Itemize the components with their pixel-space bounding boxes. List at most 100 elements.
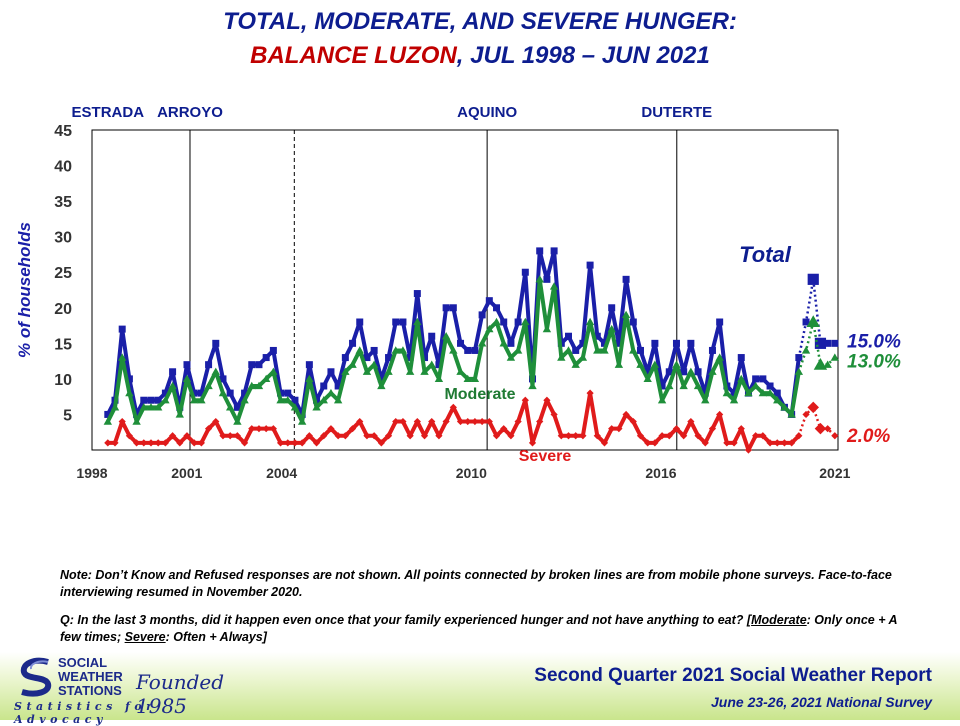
data-point-moderate (369, 360, 379, 368)
data-point-total (636, 346, 644, 354)
end-value-severe: 2.0% (846, 426, 890, 447)
data-point-moderate (118, 353, 127, 361)
data-point-severe (550, 410, 558, 419)
data-point-moderate (549, 282, 559, 290)
data-point-total (327, 368, 335, 376)
data-point-severe (456, 417, 465, 426)
data-point-moderate (384, 367, 393, 375)
data-point-moderate (132, 417, 141, 425)
end-value-moderate: 13.0% (847, 352, 901, 373)
hunger-line-chart: 5 10 15 20 25 30 35 40 45 % of households 1998 2001… (15, 104, 901, 481)
data-point-total (694, 368, 702, 376)
data-point-moderate (744, 388, 753, 397)
series-line-total-mobile (797, 279, 835, 358)
data-point-moderate (348, 360, 357, 368)
data-point-severe (464, 417, 472, 426)
data-point-moderate (254, 381, 264, 390)
data-point-moderate (513, 346, 523, 354)
data-point-severe (608, 425, 616, 433)
data-point-moderate (449, 346, 458, 354)
data-point-moderate (578, 353, 588, 361)
data-point-moderate (521, 317, 530, 326)
data-point-severe (528, 439, 537, 447)
data-point-moderate (528, 381, 537, 390)
data-point-total (564, 332, 572, 340)
data-point-severe (759, 432, 767, 440)
x-tick-label: 1998 (76, 465, 107, 481)
data-point-moderate (297, 417, 307, 425)
data-point-moderate (557, 353, 566, 361)
data-point-moderate (377, 381, 386, 390)
data-point-moderate (319, 396, 328, 404)
data-point-moderate (758, 388, 768, 397)
data-point-total (284, 389, 292, 397)
data-point-severe (406, 432, 414, 440)
data-point-total (802, 318, 810, 326)
data-point-moderate (441, 332, 451, 340)
data-point-severe (147, 439, 155, 447)
data-point-moderate (629, 346, 638, 354)
data-point-moderate (686, 367, 696, 375)
report-title: Second Quarter 2021 Social Weather Repor… (534, 665, 932, 686)
data-point-moderate (391, 346, 400, 354)
survey-date: June 23-26, 2021 National Survey (711, 694, 932, 710)
data-point-total (831, 339, 839, 347)
data-point-moderate (672, 360, 681, 368)
data-point-total (233, 403, 241, 411)
question-severe-def: : Often + Always] (165, 630, 267, 644)
data-point-severe (341, 432, 349, 440)
data-point-moderate (535, 275, 544, 283)
data-point-moderate (708, 367, 717, 375)
data-point-severe (807, 401, 820, 414)
data-point-moderate (571, 360, 580, 368)
data-point-severe (255, 425, 263, 433)
end-value-total: 15.0% (847, 331, 901, 352)
logo-text-social: SOCIAL (58, 655, 108, 670)
data-point-severe (615, 425, 623, 433)
data-point-moderate (701, 396, 710, 404)
data-point-severe (154, 439, 162, 447)
footer-band (0, 652, 960, 720)
data-point-moderate (499, 339, 508, 347)
logo-tagline: Statistics for Advocacy (14, 700, 157, 726)
data-point-severe (687, 417, 695, 426)
data-point-total (140, 396, 148, 404)
data-point-severe (168, 432, 177, 440)
data-point-moderate (600, 346, 609, 354)
data-point-severe (442, 417, 450, 426)
data-point-total (572, 346, 580, 354)
data-point-moderate (564, 346, 573, 354)
data-point-severe (593, 432, 601, 440)
data-point-total (421, 354, 429, 362)
data-point-total (651, 339, 659, 347)
data-point-moderate (636, 360, 645, 368)
data-point-total (514, 318, 522, 326)
data-point-moderate (276, 396, 285, 404)
data-point-severe (658, 432, 666, 440)
y-tick-label: 35 (54, 194, 72, 211)
data-point-severe (500, 425, 508, 433)
data-point-moderate (333, 396, 343, 404)
data-point-severe (814, 422, 827, 435)
data-point-severe (370, 432, 378, 440)
data-point-total (449, 304, 457, 312)
data-point-severe (312, 439, 321, 447)
data-point-total (226, 389, 234, 397)
data-point-total (356, 318, 364, 326)
data-point-moderate (492, 317, 501, 326)
data-point-moderate (751, 381, 760, 390)
chart-title-line2: BALANCE LUZON, JUL 1998 – JUN 2021 (0, 42, 960, 70)
data-point-total (377, 375, 385, 383)
series-label-moderate: Moderate (444, 386, 515, 403)
data-point-moderate (506, 353, 516, 361)
data-point-severe (240, 439, 249, 447)
data-point-severe (305, 432, 313, 440)
data-point-severe (111, 439, 119, 447)
data-point-severe (420, 432, 429, 440)
data-point-moderate (420, 367, 429, 375)
data-point-severe (435, 432, 443, 440)
data-point-moderate (405, 367, 415, 375)
data-point-total (824, 339, 832, 347)
data-point-total (248, 361, 256, 369)
data-point-total (543, 275, 551, 283)
